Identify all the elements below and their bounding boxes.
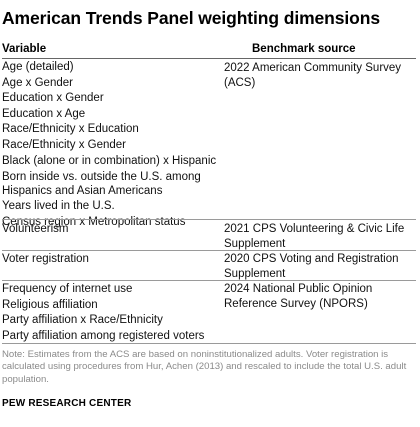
group-1-variables: Age (detailed) Age x Gender Education x … xyxy=(2,60,220,230)
row-divider xyxy=(2,343,416,344)
group-4-variables: Frequency of internet use Religious affi… xyxy=(2,282,220,344)
row-divider xyxy=(2,250,416,251)
group-2-benchmark: 2021 CPS Volunteering & Civic Life Suppl… xyxy=(224,223,405,250)
variable-item: Census region x Metropolitan status xyxy=(2,215,186,228)
page-title: American Trends Panel weighting dimensio… xyxy=(2,8,380,28)
row-divider xyxy=(2,280,416,281)
variable-item: Voter registration xyxy=(2,253,89,265)
row-divider xyxy=(2,219,416,220)
variable-item: Party affiliation x Race/Ethnicity xyxy=(2,314,163,327)
variable-item: Volunteerism xyxy=(2,223,69,235)
group-3-variables: Voter registration xyxy=(2,252,220,268)
column-header-variable: Variable xyxy=(2,43,47,55)
variable-item: Black (alone or in combination) x Hispan… xyxy=(2,154,217,167)
variable-item: Education x Gender xyxy=(2,92,104,105)
variable-item: Age (detailed) xyxy=(2,61,74,73)
variable-item: Age x Gender xyxy=(2,76,73,89)
column-header-benchmark: Benchmark source xyxy=(252,43,356,55)
group-1-benchmark: 2022 American Community Survey (ACS) xyxy=(224,62,402,89)
source-credit: PEW RESEARCH CENTER xyxy=(2,398,132,409)
variable-item: Religious affiliation xyxy=(2,298,98,311)
variable-item: Race/Ethnicity x Gender xyxy=(2,138,127,151)
variable-item: Party affiliation among registered voter… xyxy=(2,329,205,342)
group-4-benchmark: 2024 National Public Opinion Reference S… xyxy=(224,283,373,310)
variable-item: Frequency of internet use xyxy=(2,283,133,295)
variable-item: Years lived in the U.S. xyxy=(2,200,115,213)
group-2-variables: Volunteerism xyxy=(2,222,220,238)
variable-item: Born inside vs. outside the U.S. among H… xyxy=(2,171,201,198)
table-note: Note: Estimates from the ACS are based o… xyxy=(2,349,407,385)
variable-item: Race/Ethnicity x Education xyxy=(2,123,139,136)
group-3-benchmark: 2020 CPS Voting and Registration Supplem… xyxy=(224,253,399,280)
header-divider xyxy=(2,58,416,59)
variable-item: Education x Age xyxy=(2,107,86,120)
